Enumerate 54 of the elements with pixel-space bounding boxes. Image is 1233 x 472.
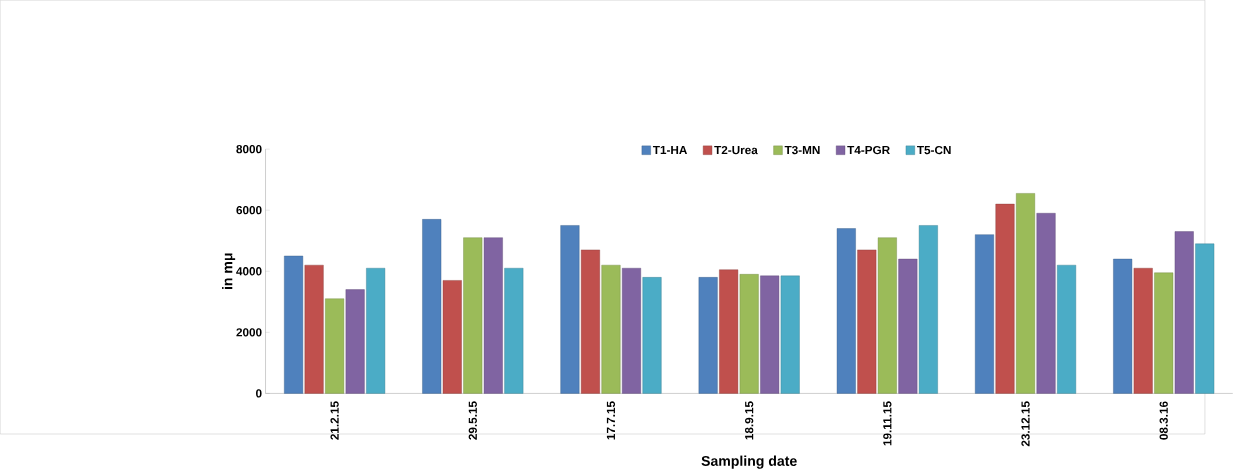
legend-label: T4-PGR — [847, 145, 890, 155]
bar — [1133, 268, 1153, 394]
bar — [1154, 272, 1174, 394]
bar — [560, 225, 580, 394]
x-tick-label: 23.12.15 — [1021, 401, 1030, 447]
bar — [898, 258, 918, 394]
x-tick-label: 17.7.15 — [606, 401, 616, 440]
legend-label: T1-HA — [652, 145, 688, 155]
y-axis-title: in mμ — [222, 253, 236, 290]
bar — [877, 237, 897, 394]
x-tick-label: 08.3.16 — [1159, 401, 1168, 440]
bar — [422, 219, 442, 394]
legend-label: T5-CN — [917, 145, 951, 155]
bar — [918, 225, 938, 394]
bar — [780, 275, 800, 394]
bar — [580, 249, 600, 394]
bar — [622, 268, 641, 394]
bar — [1036, 213, 1056, 394]
bar — [284, 255, 304, 394]
bar — [1174, 231, 1194, 394]
y-tick-label: 8000 — [236, 144, 262, 154]
y-tick-label: 4000 — [236, 267, 262, 276]
bar — [836, 228, 856, 394]
bar — [1057, 264, 1077, 394]
legend-label: T3-MN — [784, 145, 820, 155]
bar — [325, 298, 345, 394]
bar — [719, 269, 739, 394]
y-tick-label: 2000 — [236, 328, 262, 337]
bar — [1113, 258, 1133, 394]
bar — [601, 264, 621, 394]
bar — [698, 277, 718, 394]
bar — [483, 237, 503, 394]
bar — [642, 277, 662, 394]
bar — [739, 274, 759, 394]
bar — [857, 249, 877, 394]
bar — [463, 237, 483, 394]
bar — [366, 268, 386, 394]
bar — [1016, 193, 1036, 394]
x-tick-label: 21.2.15 — [330, 401, 339, 440]
bar — [1195, 243, 1215, 394]
x-axis-title: Sampling date — [701, 455, 797, 469]
y-tick-label: 0 — [256, 389, 262, 398]
x-tick-label: 19.11.15 — [883, 401, 892, 446]
x-tick-label: 29.5.15 — [468, 401, 477, 440]
bar — [995, 203, 1015, 394]
bar — [304, 264, 324, 394]
bar — [760, 275, 780, 394]
x-tick-label: 18.9.15 — [745, 401, 754, 440]
legend-label: T2-Urea — [714, 145, 758, 155]
bar — [504, 268, 524, 394]
y-tick-label: 6000 — [236, 206, 262, 215]
bar — [442, 280, 462, 394]
bar — [975, 234, 994, 394]
bar — [345, 289, 365, 394]
